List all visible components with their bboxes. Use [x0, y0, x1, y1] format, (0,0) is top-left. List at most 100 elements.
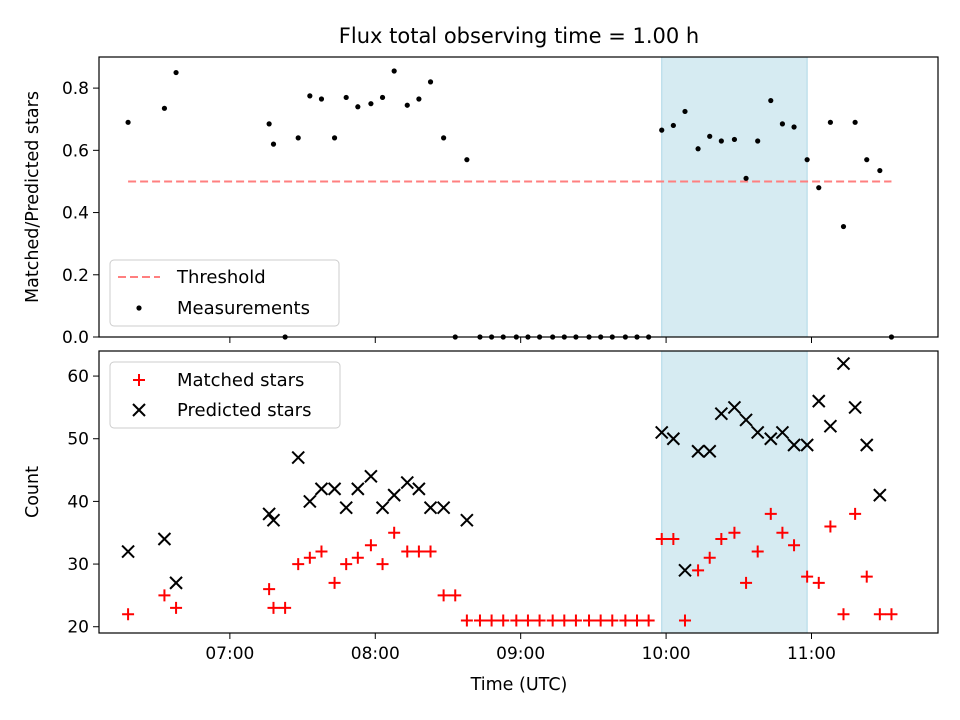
predicted-stars-point [169, 576, 183, 590]
predicted-stars-point [460, 513, 474, 527]
matched-stars-point [412, 545, 425, 558]
matched-stars-point [533, 614, 546, 627]
measurements-point [877, 167, 883, 174]
xtick-label: 08:00 [351, 644, 400, 664]
xtick-label: 07:00 [205, 644, 254, 664]
measurements-point [731, 136, 738, 143]
matched-stars-point [376, 558, 389, 571]
matched-stars-point [122, 608, 135, 621]
measurements-point [827, 119, 833, 125]
matched-stars-point [328, 576, 341, 589]
matched-stars-point [655, 533, 668, 545]
predicted-stars-point [836, 356, 851, 371]
xtick-label: 09:00 [496, 644, 545, 664]
legend-matched-swatch [133, 374, 145, 386]
matched-stars-point [776, 526, 789, 539]
matched-stars-point [292, 558, 305, 571]
bot-ytick-label: 30 [67, 555, 89, 575]
matched-stars-point [594, 614, 607, 627]
matched-stars-point [424, 545, 437, 558]
predicted-stars-point [121, 544, 135, 559]
bottom-legend: Matched stars Predicted stars [109, 361, 341, 429]
legend-measurements-swatch [136, 305, 142, 311]
bottom-axis-ticks: 20 30 40 50 60 07:00 08:00 09:00 10:00 11:00 [67, 367, 836, 664]
measurements-point [441, 135, 447, 141]
matched-stars-point [315, 545, 328, 558]
measurements-point [318, 96, 325, 102]
matched-stars-point [667, 533, 680, 545]
measurements-point [355, 104, 361, 110]
matched-stars-point [801, 570, 814, 583]
measurements-point [295, 135, 301, 141]
predicted-stars-point [860, 438, 874, 452]
matched-stars-point [692, 564, 705, 577]
legend-predicted-label: Predicted stars [177, 400, 311, 421]
matched-stars-point [583, 614, 596, 627]
measurements-point [791, 124, 797, 130]
matched-stars-point [279, 601, 292, 614]
top-shaded-interval [661, 56, 808, 338]
measurements-point [755, 138, 761, 144]
legend-matched-label: Matched stars [177, 370, 304, 391]
matched-stars-point [678, 614, 691, 627]
matched-stars-point [364, 539, 377, 552]
measurements-point [864, 157, 870, 163]
measurements-point [331, 135, 338, 141]
predicted-stars-point [764, 432, 778, 446]
matched-stars-point [860, 570, 873, 583]
measurements-point [161, 105, 168, 111]
legend-threshold-label: Threshold [176, 267, 266, 288]
measurements-point [659, 127, 665, 133]
matched-stars-point [569, 614, 582, 627]
measurements-point [743, 175, 749, 181]
matched-stars-point [263, 583, 276, 596]
predicted-stars-point [314, 482, 329, 496]
measurements-point [391, 68, 397, 74]
predicted-stars-point [750, 425, 765, 440]
matched-stars-point [267, 601, 280, 614]
matched-stars-point [170, 601, 183, 614]
matched-stars-point [619, 614, 632, 627]
predicted-stars-point [678, 563, 692, 578]
measurements-point [368, 101, 374, 107]
bottom-axes-frame [98, 350, 939, 634]
matched-stars-point [812, 576, 825, 589]
predicted-stars-point [787, 438, 801, 452]
predicted-stars-point [351, 482, 365, 496]
measurements-point [682, 108, 688, 115]
matched-stars-point [740, 576, 753, 589]
bot-ytick-label: 60 [67, 367, 89, 387]
measurements-point [816, 185, 822, 191]
matched-stars-point [158, 589, 171, 602]
predicted-stars-point [327, 482, 342, 496]
predicted-stars-point [266, 513, 281, 527]
bot-ytick-label: 50 [67, 430, 89, 450]
measurements-point [270, 141, 277, 147]
matched-stars-point [873, 608, 886, 621]
top-axis-ticks: 0.0 0.2 0.4 0.6 0.8 [62, 79, 812, 348]
matched-stars-point [388, 526, 401, 539]
measurements-point [670, 122, 676, 129]
matched-stars-point [642, 614, 655, 627]
bottom-panel: 20 30 40 50 60 07:00 08:00 09:00 10:00 11:00 Coun… [23, 350, 939, 695]
matched-stars-point [546, 614, 559, 627]
matched-stars-point [497, 614, 510, 627]
matched-stars-point [485, 614, 498, 627]
measurements-point [125, 119, 131, 125]
chart-title: Flux total observing time = 1.00 h [339, 24, 699, 48]
predicted-stars-point [400, 475, 414, 490]
legend-measurements-label: Measurements [177, 298, 310, 319]
top-ytick-label: 0.2 [62, 266, 89, 286]
predicted-stars-point [739, 413, 753, 427]
matched-stars-point [728, 526, 741, 539]
matched-stars-point [824, 520, 837, 533]
matched-stars-point [558, 614, 571, 627]
matched-stars-point [521, 614, 534, 627]
measurements-point [707, 133, 713, 139]
matched-stars-point [449, 589, 462, 602]
top-ytick-label: 0.4 [62, 204, 89, 224]
top-legend: Threshold Measurements [109, 259, 340, 327]
matched-stars-point [715, 533, 728, 545]
bottom-y-axis-label: Count [23, 466, 43, 518]
